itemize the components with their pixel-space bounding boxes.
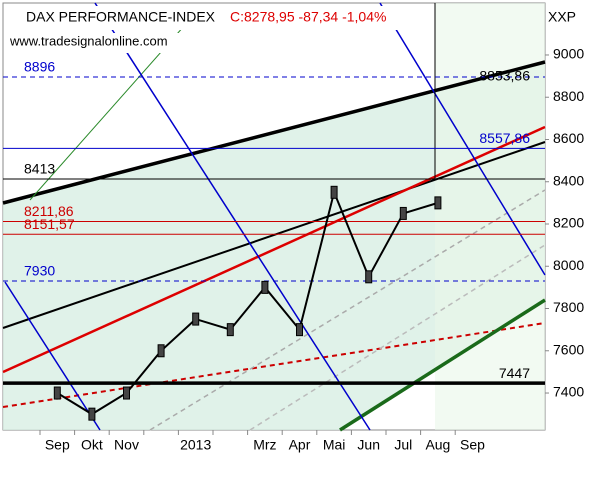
channel-shade	[3, 62, 545, 430]
level-label: 7447	[499, 365, 530, 381]
red-dashed-trend	[2, 322, 546, 408]
y-tick-label: 7400	[553, 384, 584, 400]
price-point	[434, 196, 442, 210]
y-tick-label: 8000	[553, 257, 584, 273]
y-tick-label: 9000	[553, 46, 584, 62]
future-shade	[435, 3, 545, 430]
price-point	[192, 312, 200, 326]
black-trend	[2, 141, 546, 329]
y-tick-label: 8200	[553, 215, 584, 231]
price-point	[226, 323, 234, 337]
price-line	[56, 189, 439, 416]
x-tick-label: Aug	[425, 437, 450, 453]
price-point	[330, 185, 338, 199]
y-tick-label: 8800	[553, 88, 584, 104]
red-trend	[2, 125, 546, 374]
level-label: 8413	[24, 161, 55, 177]
blue-trend	[379, 2, 546, 276]
level-label: 8853,86	[479, 68, 530, 84]
source: www.tradesignalonline.com	[9, 33, 168, 48]
level-label: 7930	[24, 263, 55, 279]
blue-trend	[4, 281, 101, 431]
price-point	[88, 407, 96, 421]
x-tick-label: Okt	[81, 437, 103, 453]
price-point	[53, 386, 61, 400]
title-box	[6, 6, 422, 30]
price-point	[123, 386, 130, 400]
x-tick-label: Mai	[323, 437, 346, 453]
green-channel	[339, 298, 546, 432]
x-tick-label: Sep	[45, 437, 70, 453]
level-label: 8211,86	[24, 203, 74, 219]
price-point	[157, 344, 165, 358]
chart-subtitle: C:8278,95 -87,34 -1,04%	[230, 9, 386, 25]
x-tick-label: Jun	[357, 437, 380, 453]
chart-title: DAX PERFORMANCE-INDEX	[26, 9, 216, 25]
y-tick-label: 7600	[553, 341, 584, 357]
axis-label: XXP	[548, 9, 576, 25]
black-trend	[2, 60, 546, 205]
price-point	[261, 280, 269, 294]
level-label: 8896	[24, 59, 55, 75]
price-point	[399, 206, 407, 220]
x-tick-label: Mrz	[253, 437, 276, 453]
price-point	[296, 323, 303, 337]
level-label: 8557,86	[479, 130, 530, 146]
y-tick-label: 8400	[553, 172, 584, 188]
gray-dashed-trend	[249, 244, 546, 431]
price-point	[365, 270, 373, 284]
x-tick-label: Jul	[394, 437, 412, 453]
blue-trend	[94, 2, 371, 431]
y-tick-label: 7800	[553, 299, 584, 315]
x-tick-label: Apr	[289, 437, 311, 453]
x-tick-label: Nov	[114, 437, 139, 453]
y-tick-label: 8600	[553, 130, 584, 146]
marks	[53, 185, 442, 421]
source-box	[6, 33, 206, 53]
x-tick-label: 2013	[180, 437, 211, 453]
level-label: 8151,57	[24, 216, 75, 232]
x-tick-label: Sep	[460, 437, 485, 453]
